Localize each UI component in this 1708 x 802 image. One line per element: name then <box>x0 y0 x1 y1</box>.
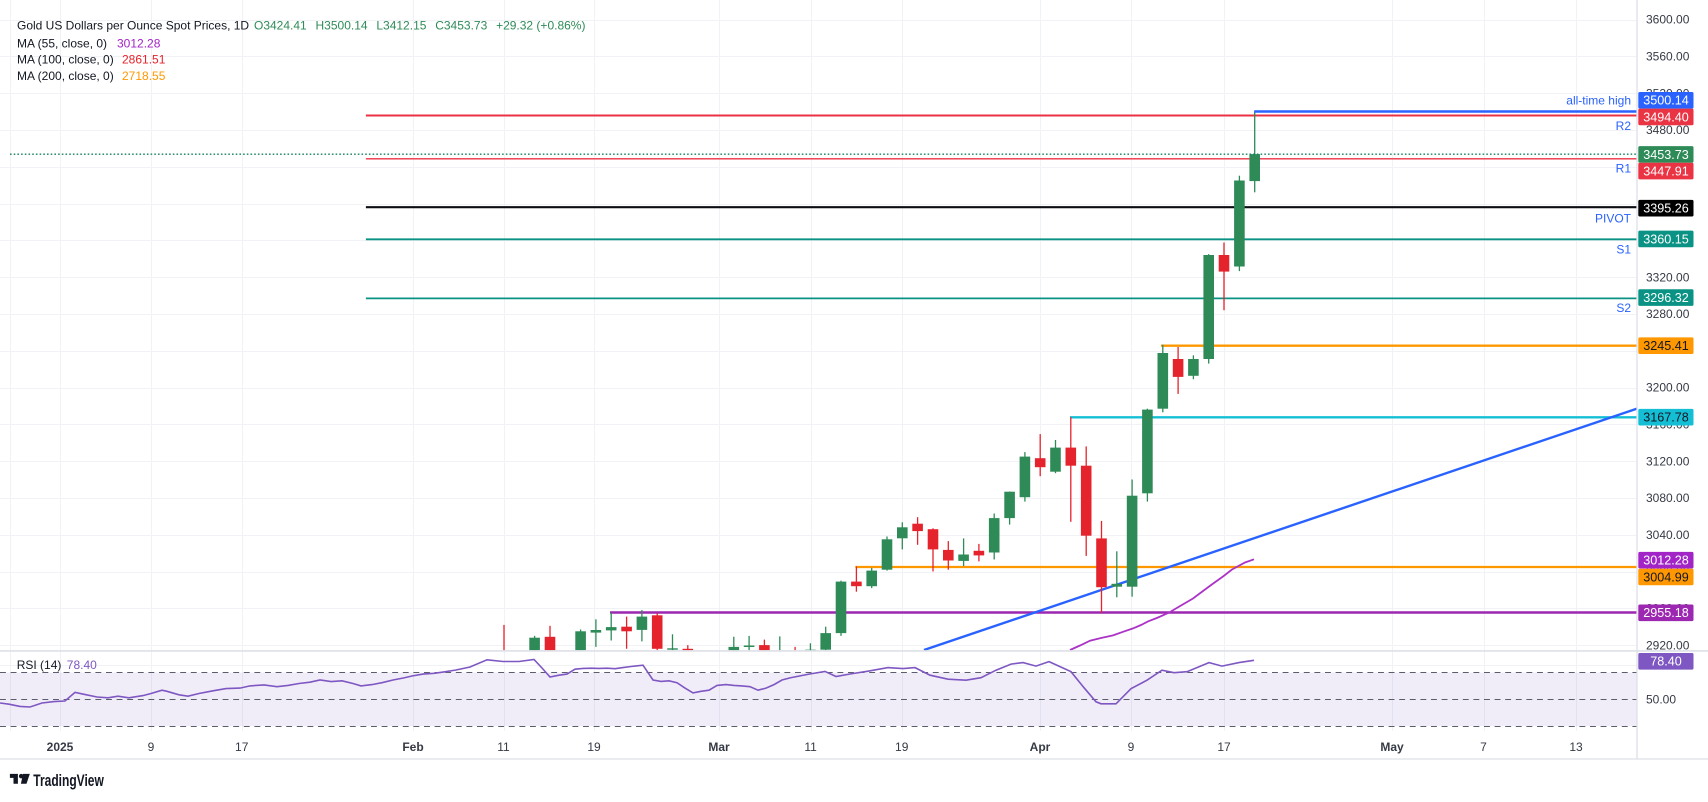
svg-text:3560.00: 3560.00 <box>1646 50 1690 64</box>
svg-text:3453.73: 3453.73 <box>1643 148 1689 162</box>
svg-text:3120.00: 3120.00 <box>1646 454 1690 468</box>
svg-text:S2: S2 <box>1616 301 1631 315</box>
svg-text:MA (100, close, 0)2861.51: MA (100, close, 0) 2861.51 <box>17 53 166 67</box>
svg-text:2955.18: 2955.18 <box>1643 606 1689 620</box>
svg-text:19: 19 <box>895 740 909 754</box>
svg-text:13: 13 <box>1569 740 1583 754</box>
svg-text:3167.78: 3167.78 <box>1643 411 1689 425</box>
svg-text:3395.26: 3395.26 <box>1643 202 1689 216</box>
svg-text:all-time high: all-time high <box>1566 94 1631 108</box>
svg-text:Feb: Feb <box>402 740 423 754</box>
svg-text:May: May <box>1380 740 1404 754</box>
svg-text:RSI (14)78.40: RSI (14) 78.40 <box>17 658 97 672</box>
svg-text:Apr: Apr <box>1030 740 1051 754</box>
svg-text:Mar: Mar <box>708 740 730 754</box>
svg-text:17: 17 <box>235 740 249 754</box>
svg-text:3012.28: 3012.28 <box>1643 554 1689 568</box>
svg-text:3360.15: 3360.15 <box>1643 232 1689 246</box>
svg-text:3280.00: 3280.00 <box>1646 307 1690 321</box>
svg-text:9: 9 <box>1128 740 1135 754</box>
svg-text:3245.41: 3245.41 <box>1643 339 1689 353</box>
svg-text:3600.00: 3600.00 <box>1646 13 1690 27</box>
svg-text:MA (200, close, 0)2718.55: MA (200, close, 0) 2718.55 <box>17 69 166 83</box>
svg-text:78.40: 78.40 <box>1650 655 1682 669</box>
svg-text:2025: 2025 <box>47 740 74 754</box>
svg-text:7: 7 <box>1480 740 1487 754</box>
svg-text:3200.00: 3200.00 <box>1646 381 1690 395</box>
svg-text:3296.32: 3296.32 <box>1643 291 1689 305</box>
svg-text:11: 11 <box>804 740 817 754</box>
svg-text:3080.00: 3080.00 <box>1646 491 1690 505</box>
svg-text:R2: R2 <box>1616 119 1632 133</box>
svg-text:S1: S1 <box>1616 243 1631 257</box>
svg-text:3500.14: 3500.14 <box>1643 94 1689 108</box>
svg-text:3320.00: 3320.00 <box>1646 270 1690 284</box>
svg-text:3040.00: 3040.00 <box>1646 528 1690 542</box>
svg-text:3004.99: 3004.99 <box>1643 570 1689 584</box>
svg-text:2920.00: 2920.00 <box>1646 638 1690 652</box>
svg-text:PIVOT: PIVOT <box>1595 212 1632 226</box>
svg-text:TradingView: TradingView <box>33 772 104 790</box>
svg-text:3494.40: 3494.40 <box>1643 110 1689 124</box>
svg-text:3447.91: 3447.91 <box>1643 165 1689 179</box>
svg-text:R1: R1 <box>1616 161 1632 175</box>
svg-text:19: 19 <box>587 740 601 754</box>
svg-text:17: 17 <box>1217 740 1231 754</box>
svg-text:MA (55, close, 0)3012.28: MA (55, close, 0) 3012.28 <box>17 37 161 51</box>
svg-text:50.00: 50.00 <box>1646 693 1676 707</box>
svg-text:Gold US Dollars per Ounce Spot: Gold US Dollars per Ounce Spot Prices, 1… <box>17 19 585 33</box>
svg-text:9: 9 <box>148 740 155 754</box>
svg-text:3480.00: 3480.00 <box>1646 123 1690 137</box>
svg-text:11: 11 <box>497 740 510 754</box>
